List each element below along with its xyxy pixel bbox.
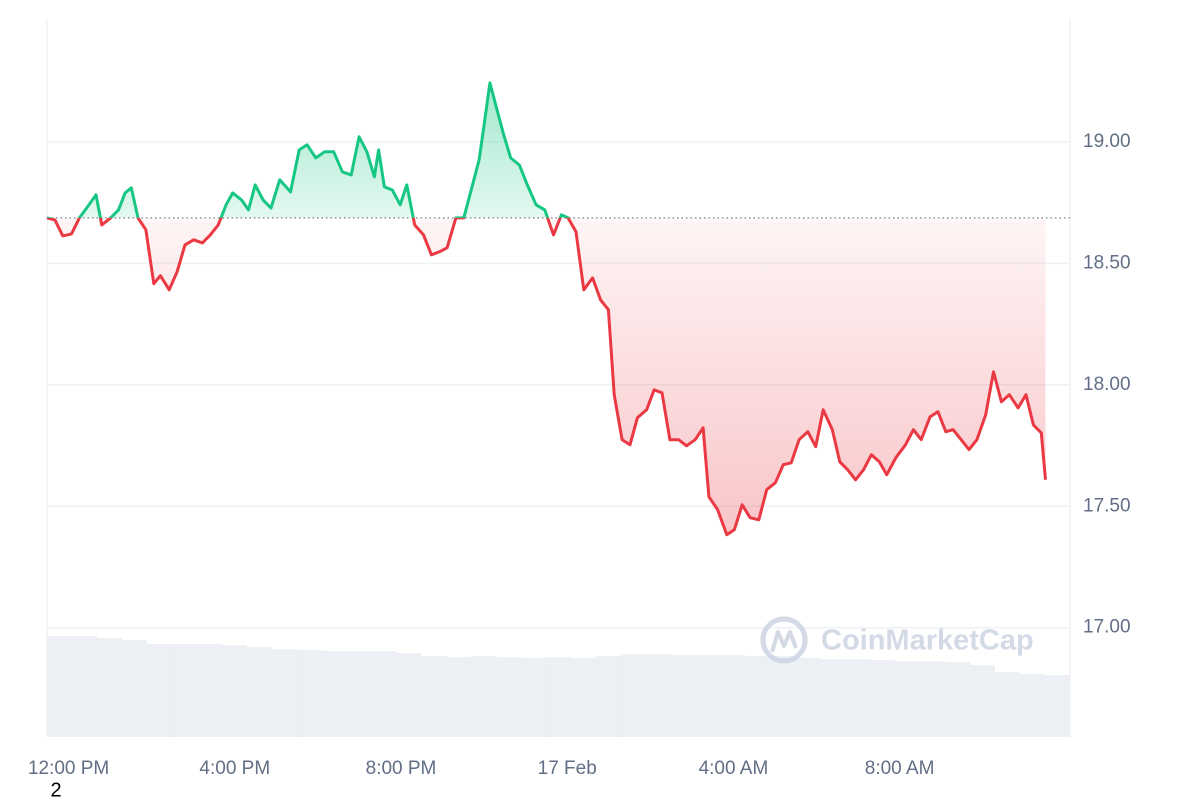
y-tick-label: 17.50	[1083, 495, 1131, 516]
volume-bar	[346, 651, 372, 737]
volume-bar	[969, 665, 995, 737]
volume-bar	[296, 650, 322, 737]
corner-text: 2	[50, 779, 61, 800]
volume-bar	[844, 659, 871, 737]
volume-bar	[420, 656, 447, 737]
y-tick-label: 17.00	[1083, 617, 1131, 638]
x-tick-label: 17 Feb	[538, 758, 597, 779]
x-tick-label: 12:00 PM	[28, 758, 109, 779]
volume-bar	[994, 672, 1020, 737]
volume-bar	[794, 658, 821, 737]
volume-bar	[396, 653, 422, 737]
volume-bar	[520, 658, 547, 737]
volume-bar	[1044, 675, 1070, 737]
volume-bar	[495, 657, 522, 737]
x-tick-label: 8:00 AM	[865, 758, 935, 779]
volume-bar	[670, 655, 696, 737]
y-tick-label: 19.00	[1083, 131, 1131, 152]
volume-bar	[944, 662, 970, 737]
volume-bar	[570, 658, 596, 737]
volume-bar	[445, 657, 472, 737]
watermark: CoinMarketCap	[760, 616, 1034, 664]
volume-bar	[595, 656, 621, 737]
grid	[47, 141, 1070, 629]
volume-bar	[246, 647, 272, 737]
volume-bar	[171, 644, 198, 737]
volume-bar	[96, 638, 123, 737]
volume-bar	[745, 656, 771, 737]
watermark-text: CoinMarketCap	[821, 625, 1034, 657]
volume-bar	[695, 655, 721, 737]
volume-bar	[71, 636, 98, 737]
area-down	[47, 217, 1046, 535]
volume-bar	[919, 661, 946, 737]
axes: 17.00 17.50 18.00 18.50 19.00 12:00 PM 4:00 PM…	[28, 131, 1131, 779]
area	[47, 82, 1070, 535]
volume-bar	[894, 661, 921, 737]
volume	[47, 636, 1070, 737]
price-line	[46, 81, 1047, 537]
volume-bar	[720, 655, 746, 737]
y-tick-label: 18.50	[1083, 252, 1131, 273]
line-down	[46, 217, 1047, 537]
x-tick-label: 4:00 AM	[699, 758, 769, 779]
volume-bar	[545, 657, 572, 737]
volume-bar	[869, 660, 896, 737]
x-tick-label: 4:00 PM	[199, 758, 270, 779]
line-up	[46, 81, 570, 218]
volume-bar	[769, 656, 796, 737]
volume-bar	[819, 659, 846, 737]
volume-bar	[47, 636, 73, 737]
volume-bar	[271, 649, 297, 737]
x-tick-label: 8:00 PM	[366, 758, 437, 779]
volume-bar	[620, 654, 646, 737]
volume-bar	[1019, 674, 1045, 737]
watermark-logo	[770, 630, 798, 653]
volume-bar	[645, 654, 671, 737]
watermark-logo	[760, 616, 808, 664]
volume-bar	[146, 644, 173, 737]
volume-bar	[470, 656, 497, 737]
area-up	[47, 82, 1046, 218]
volume-bar	[196, 644, 223, 737]
volume-bar	[121, 640, 148, 737]
volume-bar	[321, 651, 347, 737]
volume-bar	[371, 651, 397, 737]
y-tick-label: 18.00	[1083, 374, 1131, 395]
volume-bar	[221, 645, 247, 737]
